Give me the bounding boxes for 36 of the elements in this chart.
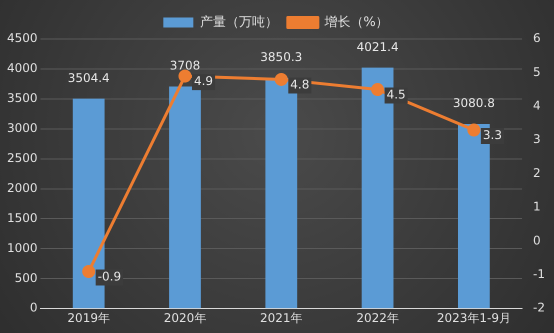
- y-tick-label: 3000: [6, 120, 38, 135]
- y2-tick-label: 6: [533, 31, 541, 46]
- y-tick-label: 3500: [6, 91, 38, 106]
- y-tick-label: 1000: [6, 240, 38, 255]
- data-label: 4.8: [290, 78, 310, 92]
- y2-tick-label: 0: [533, 233, 541, 248]
- y2-tick-label: -1: [533, 267, 546, 282]
- y-tick-label: 2500: [6, 150, 38, 165]
- y-tick-label: 0: [30, 300, 38, 315]
- y-tick-label: 4500: [6, 31, 38, 46]
- y-tick-label: 500: [14, 270, 38, 285]
- data-label: 3504.4: [68, 70, 110, 85]
- y2-tick-label: 3: [533, 132, 541, 146]
- y2-tick-label: 1: [533, 200, 541, 214]
- x-tick-label: 2021年: [260, 310, 303, 325]
- data-label: 3.3: [482, 128, 502, 142]
- data-label: 4.5: [386, 88, 406, 102]
- data-label: 3850.3: [260, 50, 302, 64]
- y2-tick-label: 5: [533, 64, 541, 79]
- data-label: -0.9: [98, 270, 122, 284]
- x-tick-label: 2023年1-9月: [436, 310, 511, 325]
- x-tick-label: 2020年: [164, 310, 206, 325]
- x-tick-label: 2022年: [356, 310, 399, 325]
- legend-label: 增长（%）: [323, 14, 389, 30]
- y-tick-label: 2000: [6, 180, 38, 195]
- data-label: 3080.8: [452, 96, 495, 110]
- data-label: 3708: [170, 58, 200, 73]
- y2-tick-label: 2: [533, 166, 541, 180]
- data-label: 4021.4: [356, 40, 399, 54]
- legend-label: 产量（万吨）: [200, 14, 278, 30]
- y2-tick-label: 4: [533, 98, 541, 113]
- y2-tick-label: -2: [533, 300, 546, 315]
- y-tick-label: 4000: [6, 61, 38, 76]
- x-tick-label: 2019年: [67, 310, 110, 325]
- data-label: 4.9: [194, 74, 214, 88]
- y-tick-label: 1500: [6, 210, 38, 225]
